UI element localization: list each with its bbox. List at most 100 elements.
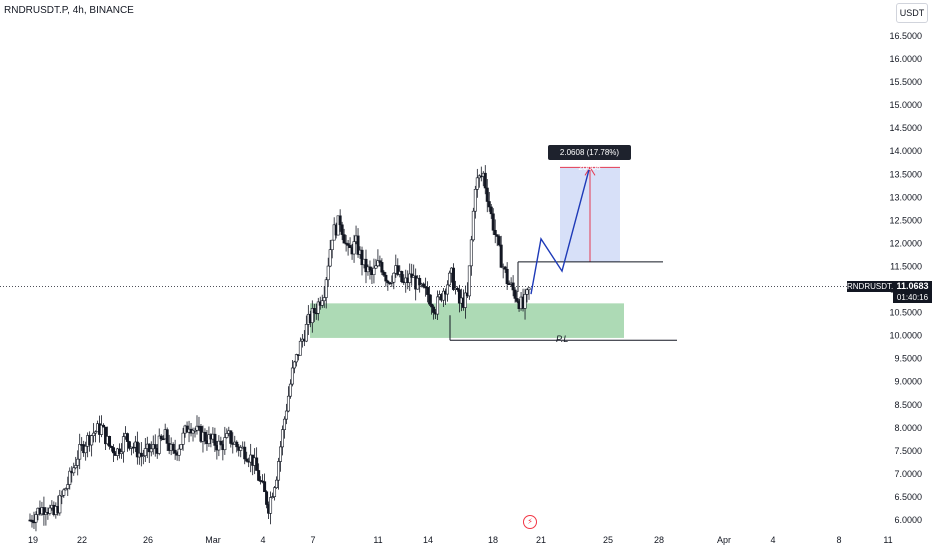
candle-body bbox=[447, 272, 451, 286]
y-tick-label: 9.0000 bbox=[894, 377, 922, 387]
price-label-value: 11.0683 bbox=[893, 281, 932, 292]
candle-body bbox=[58, 495, 62, 514]
candle-body bbox=[513, 289, 517, 299]
candle-body bbox=[390, 281, 394, 284]
candle-body bbox=[143, 448, 147, 456]
candle-body bbox=[275, 479, 279, 489]
time-axis: 19 22 26 Mar 4 7 11 14 18 21 25 28 Apr 4 8 11 bbox=[28, 535, 893, 545]
candle-body bbox=[173, 449, 177, 454]
candle-body bbox=[475, 177, 479, 190]
candle-body bbox=[217, 440, 221, 451]
candle-body bbox=[304, 324, 308, 342]
y-tick-label: 13.0000 bbox=[889, 192, 922, 202]
candle-body bbox=[298, 340, 302, 356]
projection-path bbox=[530, 169, 590, 295]
x-tick-label: 25 bbox=[603, 535, 613, 545]
price-label-symbol: RNDRUSDT.P bbox=[847, 281, 899, 292]
x-tick-label: 4 bbox=[260, 535, 265, 545]
candle-body bbox=[322, 297, 326, 302]
candle-body bbox=[239, 447, 243, 451]
support-zone bbox=[310, 303, 624, 338]
x-tick-label: 11 bbox=[883, 535, 892, 545]
y-tick-label: 15.0000 bbox=[889, 100, 922, 110]
candle-body bbox=[473, 189, 477, 212]
candle-body bbox=[68, 470, 72, 485]
candle-body bbox=[34, 514, 38, 523]
candle-body bbox=[121, 436, 125, 453]
x-tick-label: 11 bbox=[373, 535, 382, 545]
candle-body bbox=[277, 461, 281, 481]
candle-body bbox=[316, 301, 320, 314]
candle-body bbox=[493, 229, 497, 235]
candle-body bbox=[255, 457, 259, 471]
candle-body bbox=[157, 435, 161, 454]
candle-body bbox=[74, 465, 78, 469]
candle-body bbox=[455, 287, 459, 290]
candle-body bbox=[471, 210, 475, 241]
candle-body bbox=[485, 187, 489, 202]
candle-body bbox=[360, 249, 364, 266]
candle-body bbox=[119, 451, 123, 455]
x-tick-label: 14 bbox=[423, 535, 433, 545]
candle-body bbox=[141, 455, 145, 457]
candle-body bbox=[181, 432, 185, 445]
candle-body bbox=[328, 249, 332, 267]
candle-body bbox=[269, 497, 273, 514]
candle-body bbox=[131, 446, 135, 449]
measure-arrow bbox=[584, 166, 596, 176]
candle-body bbox=[42, 507, 46, 515]
pivot-label: P.L bbox=[556, 334, 569, 344]
candle-body bbox=[503, 266, 507, 270]
candle-body bbox=[213, 433, 217, 446]
candle-body bbox=[352, 241, 356, 255]
candle-body bbox=[64, 488, 68, 491]
candle-body bbox=[312, 308, 316, 314]
lightning-icon[interactable]: ⚡ bbox=[523, 515, 537, 529]
candle-body bbox=[84, 445, 88, 454]
candle-body bbox=[92, 432, 96, 436]
candle-body bbox=[491, 213, 495, 231]
candle-body bbox=[100, 424, 104, 435]
candle-body bbox=[235, 441, 239, 448]
x-tick-label: 19 bbox=[28, 535, 38, 545]
candle-body bbox=[495, 234, 499, 237]
x-tick-label: Apr bbox=[717, 535, 731, 545]
candle-body bbox=[147, 443, 151, 453]
candle-body bbox=[72, 467, 76, 474]
candle-body bbox=[219, 440, 223, 445]
candle-body bbox=[525, 289, 529, 295]
candle-body bbox=[282, 418, 286, 430]
y-tick-label: 16.5000 bbox=[889, 31, 922, 41]
candle-body bbox=[320, 300, 324, 306]
candle-body bbox=[102, 424, 106, 428]
candle-body bbox=[487, 201, 491, 208]
y-tick-label: 14.5000 bbox=[889, 123, 922, 133]
candle-body bbox=[294, 354, 298, 363]
candle-body bbox=[505, 268, 509, 284]
candle-body bbox=[386, 280, 390, 284]
price-label-countdown: 01:40:16 bbox=[893, 292, 932, 303]
candle-body bbox=[483, 172, 487, 189]
candle-body bbox=[430, 303, 434, 308]
candle-body bbox=[457, 289, 461, 304]
y-tick-label: 10.0000 bbox=[889, 331, 922, 341]
candle-body bbox=[378, 260, 382, 263]
x-tick-label: 18 bbox=[488, 535, 498, 545]
candle-body bbox=[280, 429, 284, 448]
candle-body bbox=[288, 383, 292, 397]
y-tick-label: 12.5000 bbox=[889, 215, 922, 225]
candle-body bbox=[179, 444, 183, 450]
candle-body bbox=[263, 481, 267, 493]
candle-body bbox=[149, 448, 153, 453]
candle-body bbox=[284, 410, 288, 420]
candle-body bbox=[356, 235, 360, 255]
candle-body bbox=[527, 287, 531, 291]
y-tick-label: 10.5000 bbox=[889, 308, 922, 318]
currency-button[interactable]: USDT bbox=[896, 3, 928, 23]
candle-body bbox=[117, 448, 121, 455]
y-tick-label: 7.0000 bbox=[894, 469, 922, 479]
candle-body bbox=[110, 446, 114, 448]
candle-body bbox=[400, 271, 404, 283]
candle-body bbox=[127, 441, 131, 449]
